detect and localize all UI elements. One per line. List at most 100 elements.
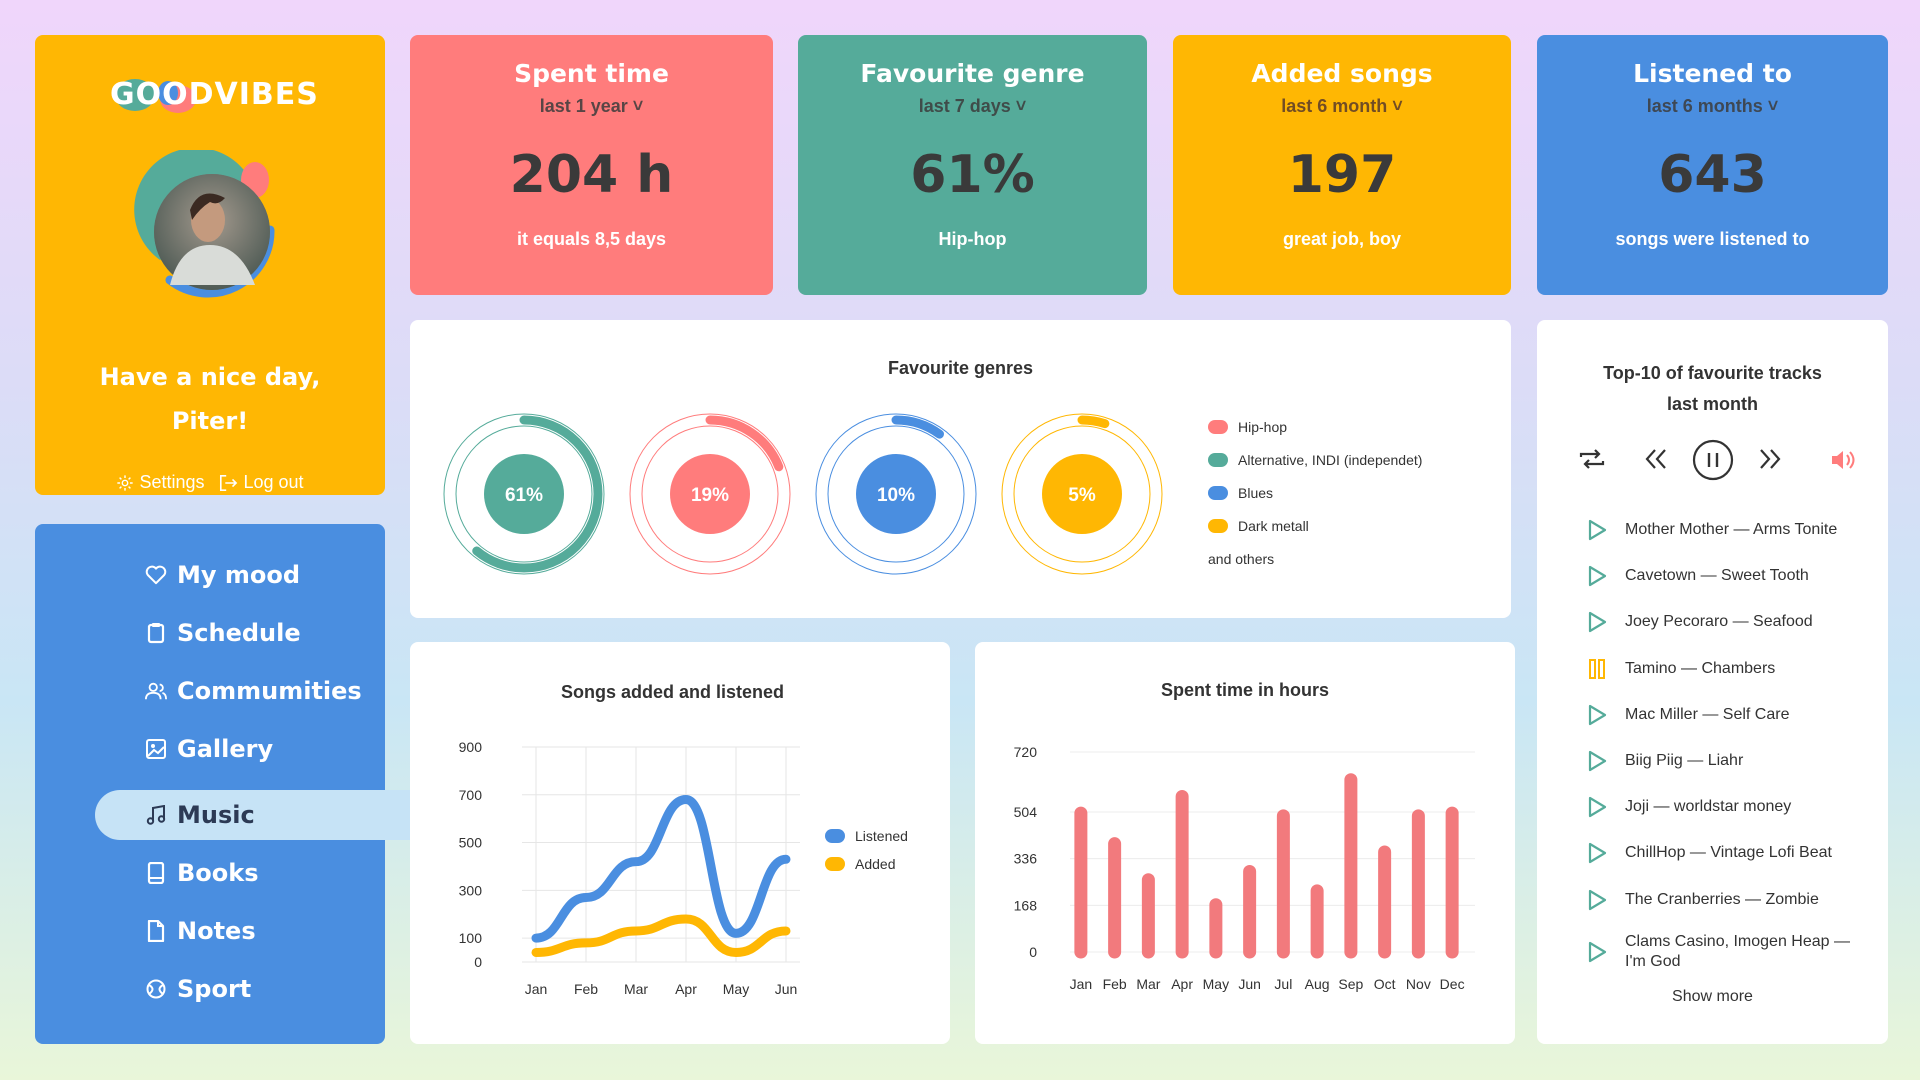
track-item[interactable]: Mac Miller — Self Care [1587,704,1877,726]
ring-progress [445,415,603,573]
sidebar-item-label: Music [177,801,255,829]
play-icon[interactable] [1587,750,1607,772]
track-item[interactable]: Clams Casino, Imogen Heap — I'm God [1587,932,1877,972]
series-line-added [531,914,791,957]
legend-label: Alternative, INDI (independet) [1238,452,1423,468]
play-icon[interactable] [1587,519,1607,541]
play-icon[interactable] [1587,842,1607,864]
stat-subtitle: songs were listened to [1615,229,1810,249]
legend-item: Added [825,856,895,872]
settings-label: Settings [139,472,205,492]
ring-percent: 19% [691,485,729,506]
period-dropdown[interactable]: last 1 year ˅ [539,96,644,116]
period-dropdown[interactable]: last 6 months ˅ [1646,96,1779,116]
x-tick-label: Nov [1406,976,1431,992]
legend-swatch [1208,453,1228,467]
settings-link[interactable]: Settings [116,472,204,493]
sidebar-item-communities[interactable]: Commumities [95,666,385,716]
legend-item: Dark metall [1208,518,1309,534]
show-more-link[interactable]: Show more [1672,988,1753,1005]
ring-percent: 5% [1068,485,1096,506]
repeat-icon[interactable] [1577,447,1607,471]
play-icon[interactable] [1587,565,1607,587]
track-item[interactable]: Tamino — Chambers [1587,658,1877,680]
stat-title: Added songs [1251,59,1433,88]
ring-inner [641,425,779,563]
track-item[interactable]: Cavetown — Sweet Tooth [1587,565,1877,587]
legend-label: Added [855,856,896,872]
y-tick-label: 500 [459,835,483,851]
stat-value: 197 [1287,145,1397,205]
track-item[interactable]: The Cranberries — Zombie [1587,889,1877,911]
ring-inner [827,425,965,563]
note-icon [145,920,167,942]
logout-link[interactable]: Log out [218,472,304,493]
line-chart: 0 100 300 500 700 900 Jan Feb Mar Apr May Jun [459,739,800,997]
top-tracks-panel: Top-10 of favourite tracks last month Mo… [1537,320,1888,1044]
sidebar-item-gallery[interactable]: Gallery [95,724,385,774]
x-tick-label: Sep [1338,976,1363,992]
legend-label: Listened [855,828,908,844]
sidebar-item-label: Commumities [177,677,362,705]
pause-icon[interactable] [1587,658,1607,680]
profile-card: GOODVIBES Have a nice day, Piter! Settin… [35,35,385,495]
track-item[interactable]: Mother Mother — Arms Tonite [1587,519,1877,541]
legend-others: and others [1208,551,1274,567]
favourite-genres-panel: Favourite genres 61% 19% 10% 5% Hip-hop Alt… [410,320,1511,618]
ring-inner [1013,425,1151,563]
sidebar-item-my-mood[interactable]: My mood [95,550,385,600]
series-line-listened [531,795,791,943]
x-tick-label: Apr [1171,976,1193,992]
track-item[interactable]: Joey Pecoraro — Seafood [1587,611,1877,633]
users-icon [145,680,167,702]
clipboard-icon [145,622,167,644]
y-tick-label: 168 [1014,897,1038,913]
sidebar-item-books[interactable]: Books [95,848,385,898]
sidebar-item-notes[interactable]: Notes [95,906,385,956]
legend-swatch [825,829,845,843]
sidebar-nav: My mood Schedule Commumities Gallery Mus… [35,524,420,1044]
play-icon[interactable] [1587,796,1607,818]
period-dropdown[interactable]: last 7 days ˅ [918,96,1027,116]
sidebar-item-label: My mood [177,561,301,589]
greeting-line-2: Piter! [171,407,249,435]
period-dropdown[interactable]: last 6 month ˅ [1281,96,1403,116]
legend-item: Hip-hop [1208,419,1287,435]
stat-card-spent-time: Spent time last 1 year ˅ 204 h it equals… [410,35,773,295]
x-tick-label: Dec [1440,976,1465,992]
tracks-title-line-1: Top-10 of favourite tracks [1603,363,1822,383]
rewind-icon[interactable] [1643,447,1671,471]
songs-line-chart-panel: Songs added and listened 0 100 300 500 700 90… [410,642,950,1044]
legend-item: Blues [1208,485,1273,501]
stat-title: Spent time [514,59,669,88]
play-icon[interactable] [1587,704,1607,726]
track-item[interactable]: ChillHop — Vintage Lofi Beat [1587,842,1877,864]
sidebar-item-schedule[interactable]: Schedule [95,608,385,658]
x-tick-label: Jan [525,981,548,997]
fast-forward-icon[interactable] [1755,447,1783,471]
sidebar-item-label: Sport [177,975,252,1003]
spent-time-bar-chart-panel: Spent time in hours 0 168 336 504 720 Jan Feb M… [975,642,1515,1044]
sidebar-item-sport[interactable]: Sport [95,964,385,1014]
line-chart-title: Songs added and listened [560,682,785,702]
volume-icon[interactable] [1830,448,1860,472]
tracks-title-line-2: last month [1666,394,1758,414]
play-icon[interactable] [1587,889,1607,911]
pause-button[interactable] [1692,439,1734,481]
track-label: ChillHop — Vintage Lofi Beat [1625,844,1832,861]
track-label: Mother Mother — Arms Tonite [1625,521,1838,538]
track-item[interactable]: Joji — worldstar money [1587,796,1877,818]
y-tick-label: 300 [459,882,483,898]
genre-ring: 10% [815,413,977,575]
play-icon[interactable] [1587,941,1607,963]
play-icon[interactable] [1587,611,1607,633]
track-item[interactable]: Biig Piig — Liahr [1587,750,1877,772]
track-label: Joey Pecoraro — Seafood [1625,613,1813,630]
sidebar-item-music[interactable]: Music [95,790,420,840]
stat-value: 643 [1658,145,1767,205]
sidebar-item-label: Schedule [177,619,301,647]
x-tick-label: May [723,981,749,997]
genre-ring: 5% [1001,413,1163,575]
y-tick-label: 900 [459,739,483,755]
bar-chart: 0 168 336 504 720 Jan Feb Mar Apr May Jun Jul Aug Sep… [1014,744,1475,992]
